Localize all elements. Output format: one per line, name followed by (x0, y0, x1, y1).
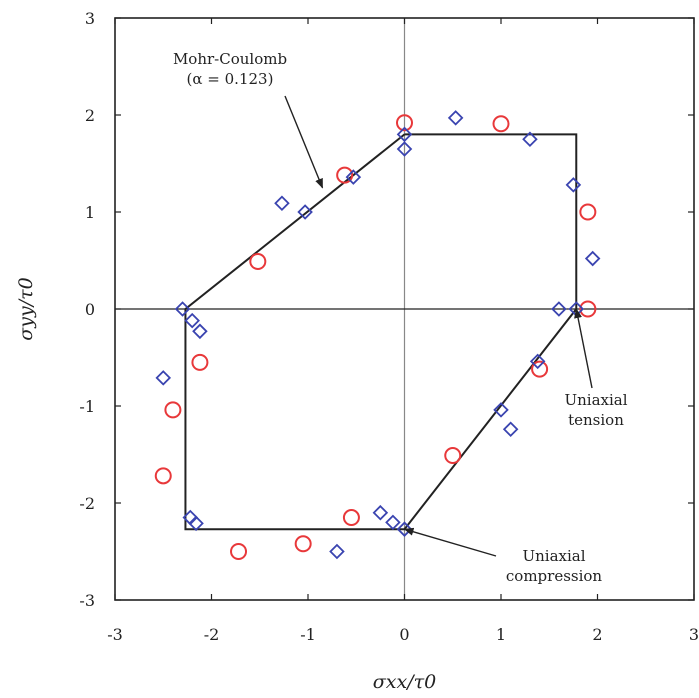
data-point-circle (396, 114, 413, 132)
x-tick-label: 3 (689, 625, 699, 644)
y-axis-label: σyy/τ0 (15, 277, 37, 340)
data-point-diamond (372, 504, 389, 521)
data-point-circle (249, 252, 267, 270)
x-tick-label: 1 (496, 625, 506, 644)
annotation-line: tension (568, 411, 624, 429)
data-point-diamond (155, 370, 172, 386)
data-point-circle (531, 360, 549, 378)
data-point-diamond (184, 312, 200, 329)
data-point-diamond (329, 543, 345, 560)
x-tick-label: 0 (399, 625, 409, 644)
data-point-diamond (396, 141, 413, 157)
x-tick-label: -1 (300, 625, 316, 644)
annotation-line: (α = 0.123) (187, 70, 274, 88)
x-axis-label: σxx/τ0 (373, 671, 436, 693)
data-point-circle (444, 446, 462, 464)
y-tick-label: 1 (85, 203, 95, 222)
data-point-diamond (502, 421, 519, 438)
annotation-text: Uniaxial tension (564, 391, 627, 429)
data-point-diamond (174, 301, 191, 317)
data-point-diamond (551, 301, 567, 317)
x-tick-label: -3 (107, 625, 123, 644)
data-point-diamond (522, 131, 538, 148)
annotation-line: Mohr-Coulomb (173, 50, 287, 68)
criterion-line (184, 133, 578, 531)
y-tick-label: -1 (79, 397, 95, 416)
data-point-diamond (396, 521, 413, 537)
data-point-diamond (297, 204, 313, 220)
data-point-diamond (565, 177, 582, 193)
y-tick-label: -2 (79, 494, 95, 513)
data-point-diamond (396, 126, 413, 143)
y-tick-label: 2 (85, 106, 95, 125)
annotation-line: Uniaxial (522, 547, 585, 565)
annotation-arrow (403, 527, 497, 557)
zero-lines (115, 18, 694, 600)
annotation-text: Mohr-Coulomb (α = 0.123) (173, 50, 287, 88)
data-point-circle (579, 203, 597, 221)
data-point-diamond (188, 515, 204, 532)
annotation-text: Uniaxial compression (506, 547, 603, 585)
data-point-diamond (192, 323, 208, 340)
x-tick-label: -2 (204, 625, 220, 644)
data-point-circle (230, 543, 248, 560)
data-point-circle (164, 401, 182, 419)
data-point-diamond (385, 514, 401, 531)
annotations: Mohr-Coulomb (α = 0.123)Uniaxial tensionUn… (173, 50, 628, 585)
annotation-arrow (574, 308, 593, 389)
data-point-diamond (447, 110, 464, 126)
data-point-circle (342, 509, 360, 527)
y-tick-label: 3 (85, 9, 95, 28)
annotation-line: Uniaxial (564, 391, 627, 409)
data-point-circle (294, 535, 312, 553)
data-point-diamond (584, 250, 601, 267)
y-tick-label: -3 (79, 591, 95, 610)
data-point-circle (336, 166, 354, 184)
axis-ticks: -3 -2 -1 0 1 2 3 -3 -2 -1 0 1 2 3 (79, 9, 699, 644)
data-point-diamond (493, 402, 509, 418)
annotation-line: compression (506, 567, 603, 585)
data-point-diamond (529, 353, 546, 370)
data-point-circle (492, 115, 510, 133)
data-points (154, 110, 601, 560)
data-point-circle (154, 467, 172, 485)
annotation-arrow (284, 95, 324, 189)
y-tick-label: 0 (85, 300, 95, 319)
data-point-diamond (345, 169, 362, 185)
data-point-circle (191, 353, 209, 371)
criterion-line-group (184, 133, 578, 531)
data-point-diamond (274, 195, 290, 212)
x-tick-label: 2 (592, 625, 602, 644)
